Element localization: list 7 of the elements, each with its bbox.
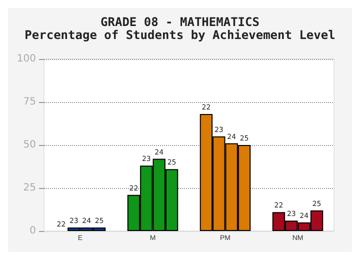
y-tick-label: 25 — [23, 182, 36, 194]
chart-title: GRADE 08 - MATHEMATICS — [100, 15, 260, 29]
y-tick-label: 0 — [30, 226, 36, 236]
y-tick-label: 100 — [16, 54, 36, 64]
y-tick-label: 75 — [23, 96, 36, 108]
chart-subtitle: Percentage of Students by Achievement Level — [24, 28, 336, 42]
y-tick-label: 50 — [23, 140, 36, 150]
